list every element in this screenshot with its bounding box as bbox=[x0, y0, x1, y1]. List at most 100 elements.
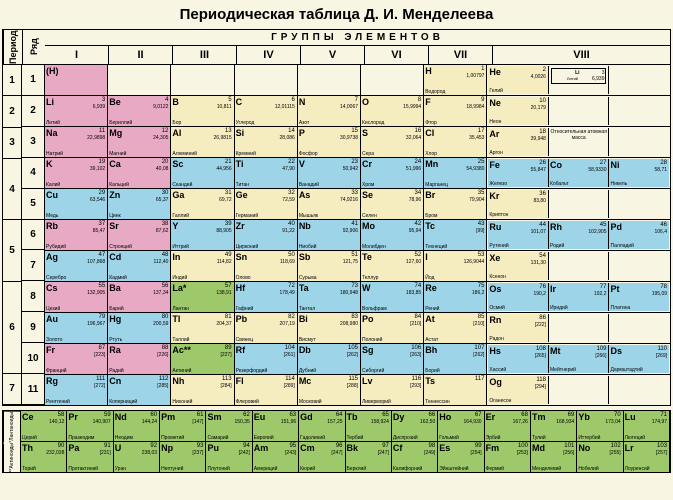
element-He: He24,0026Гелий bbox=[488, 66, 549, 94]
element-Mn: Mn2554,9380Марганец bbox=[424, 158, 487, 188]
element-Pb: Pb82207,19Свинец bbox=[235, 313, 298, 343]
legend-mass: Относительная атомная масса bbox=[549, 128, 610, 156]
element-Ba: Ba56137,34Барий bbox=[108, 282, 171, 312]
grid-row-7: Cs55132,905ЦезийBa56137,34БарийLa*57138,… bbox=[45, 282, 670, 313]
grid-row-9: Fr87[223]ФранцийRa88[226]РадийAc**89[227… bbox=[45, 344, 670, 375]
element-Bh: Bh107[262]Борий bbox=[424, 344, 487, 374]
empty-cell bbox=[549, 190, 610, 218]
empty-cell bbox=[235, 65, 298, 95]
element-O: O815,9994Кислород bbox=[361, 96, 424, 126]
element-Gd: Gd64157,25Гадолиний bbox=[299, 411, 345, 441]
element-Xe: Xe54131,30Ксенон bbox=[488, 252, 549, 280]
element-W: W74183,85Вольфрам bbox=[361, 282, 424, 312]
element-Ir: Ir77192,2Иридий bbox=[549, 283, 610, 311]
element-Es: Es99[254]Эйнштейний bbox=[438, 442, 484, 472]
element-La*: La*57138,91Лантан bbox=[171, 282, 234, 312]
empty-cell bbox=[609, 376, 669, 404]
row-6: 6 bbox=[22, 220, 44, 251]
element-Rg: Rg111[272]Рентгений bbox=[45, 375, 108, 405]
element-Li: Li36,939Литий bbox=[45, 96, 108, 126]
group8-cell: Kr3683,80Криптон bbox=[487, 189, 670, 219]
element-C: C612,01115Углерод bbox=[235, 96, 298, 126]
element-Sb: Sb51121,75Сурьма bbox=[298, 251, 361, 281]
element-(H): (H) bbox=[45, 65, 108, 95]
element-Cd: Cd48112,40Кадмий bbox=[108, 251, 171, 281]
main-title: Периодическая таблица Д. И. Менделеева bbox=[0, 0, 673, 29]
element-Na: Na1122,9898Натрий bbox=[45, 127, 108, 157]
row-5: 5 bbox=[22, 189, 44, 220]
group8-cell: Hs108[265]ХассийMt109[266]МейтнерийDs110… bbox=[487, 344, 670, 374]
element-Ge: Ge3272,59Германий bbox=[235, 189, 298, 219]
empty-cell bbox=[609, 314, 669, 342]
element-Pu: Pu94[242]Плутоний bbox=[206, 442, 252, 472]
element-Hg: Hg80200,59Ртуть bbox=[108, 313, 171, 343]
element-Fr: Fr87[223]Франций bbox=[45, 344, 108, 374]
element-Kr: Kr3683,80Криптон bbox=[488, 190, 549, 218]
group-header-V: V bbox=[301, 46, 365, 64]
row-9: 9 bbox=[22, 312, 44, 343]
element-Ta: Ta73180,948Тантал bbox=[298, 282, 361, 312]
group-header-I: I bbox=[45, 46, 109, 64]
element-Cl: Cl1735,453Хлор bbox=[424, 127, 487, 157]
element-Cf: Cf98[249]Калифорний bbox=[392, 442, 438, 472]
element-Th: Th90232,038Торий bbox=[21, 442, 67, 472]
element-Dy: Dy66162,50Диспрозий bbox=[392, 411, 438, 441]
element-Tc: Tc43[99]Технеций bbox=[424, 220, 487, 250]
period-3: 3 bbox=[3, 128, 21, 159]
period-6: 6 bbox=[3, 282, 21, 374]
element-Eu: Eu63151,96Европий bbox=[253, 411, 299, 441]
element-Hs: Hs108[265]Хассий bbox=[488, 345, 549, 373]
group8-cell: Ar1839,948АргонОтносительная атомная мас… bbox=[487, 127, 670, 157]
empty-cell bbox=[549, 252, 610, 280]
element-Os: Os76190,2Осмий bbox=[488, 283, 549, 311]
element-Rh: Rh45102,905Родий bbox=[549, 221, 610, 249]
element-Bi: Bi83208,980Висмут bbox=[298, 313, 361, 343]
element-As: As3374,9216Мышьяк bbox=[298, 189, 361, 219]
element-Cr: Cr2451,996Хром bbox=[361, 158, 424, 188]
element-grid: (H)H11,00797ВодородHe24,0026ГелийLi 3Лит… bbox=[45, 65, 670, 405]
group-header-VI: VI bbox=[365, 46, 429, 64]
grid-row-2: Na1122,9898НатрийMg1224,305МагнийAl1326,… bbox=[45, 127, 670, 158]
lanth-row-0: Ce58140,12ЦерийPr59140,907ПразеодимNd601… bbox=[21, 411, 670, 442]
element-U: U92238,03Уран bbox=[114, 442, 160, 472]
element-P: P1530,9738Фосфор bbox=[298, 127, 361, 157]
element-Tb: Tb65158,924Тербий bbox=[346, 411, 392, 441]
groups-header: ГРУППЫ ЭЛЕМЕНТОВ bbox=[45, 30, 670, 46]
empty-cell bbox=[609, 190, 669, 218]
act-label: **Актиноиды bbox=[3, 443, 20, 472]
grid-row-1: Li36,939ЛитийBe49,0122БериллийB510,811Бо… bbox=[45, 96, 670, 127]
element-Ca: Ca2040,08Кальций bbox=[108, 158, 171, 188]
element-Fm: Fm100[253]Фермий bbox=[485, 442, 531, 472]
element-Au: Au79196,967Золото bbox=[45, 313, 108, 343]
element-Cs: Cs55132,905Цезий bbox=[45, 282, 108, 312]
element-Rb: Rb3785,47Рубидий bbox=[45, 220, 108, 250]
element-Co: Co2758,9330Кобальт bbox=[549, 159, 610, 187]
group-header-III: III bbox=[173, 46, 237, 64]
element-Tl: Tl81204,37Таллий bbox=[171, 313, 234, 343]
group-header-VII: VII bbox=[429, 46, 493, 64]
element-Og: Og118[294]Оганесон bbox=[488, 376, 549, 404]
element-Ru: Ru44101,07Рутений bbox=[488, 221, 549, 249]
element-Lv: Lv116[293]Ливерморий bbox=[361, 375, 424, 405]
element-In: In49114,82Индий bbox=[171, 251, 234, 281]
element-F: F918,9984Фтор bbox=[424, 96, 487, 126]
element-Si: Si1428,086Кремний bbox=[235, 127, 298, 157]
empty-cell bbox=[361, 65, 424, 95]
element-Am: Am95[243]Америций bbox=[253, 442, 299, 472]
element-Pr: Pr59140,907Празеодим bbox=[67, 411, 113, 441]
element-Ga: Ga3169,72Галлий bbox=[171, 189, 234, 219]
element-Ts: Ts117Теннессин bbox=[424, 375, 487, 405]
element-Ne: Ne1020,179Неон bbox=[488, 97, 549, 125]
element-Nb: Nb4192,906Ниобий bbox=[298, 220, 361, 250]
group-header-VIII: VIII bbox=[493, 46, 670, 64]
element-Mo: Mo4295,94Молибден bbox=[361, 220, 424, 250]
table-container: Период Ряд ГРУППЫ ЭЛЕМЕНТОВ IIIIIIIVVVIV… bbox=[2, 29, 671, 406]
row-11: 11 bbox=[22, 374, 44, 405]
empty-cell bbox=[549, 314, 610, 342]
element-N: N714,0067Азот bbox=[298, 96, 361, 126]
element-Ho: Ho67164,930Гольмий bbox=[438, 411, 484, 441]
period-7: 7 bbox=[3, 374, 21, 405]
element-Rn: Rn86[222]Радон bbox=[488, 314, 549, 342]
period-1: 1 bbox=[3, 65, 21, 96]
row-column: 1234567891011 bbox=[22, 65, 45, 405]
